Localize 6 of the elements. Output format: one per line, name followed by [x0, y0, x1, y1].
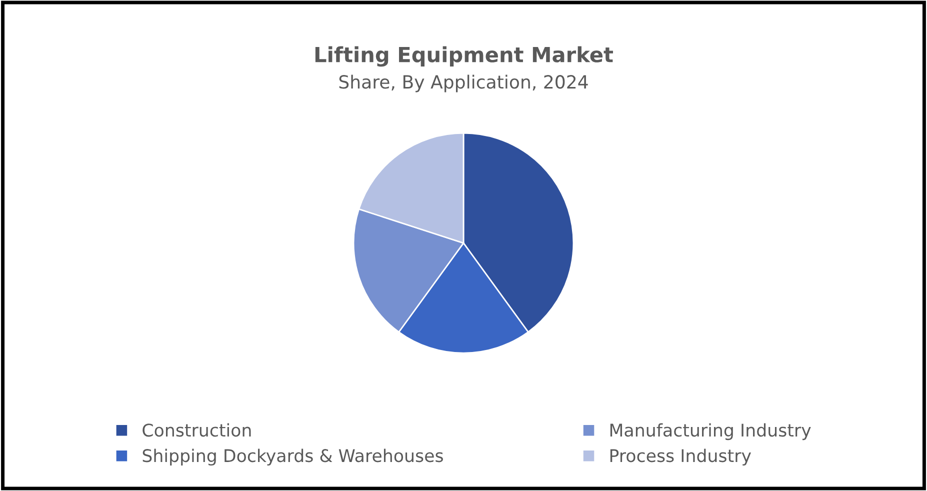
legend-label: Manufacturing Industry — [610, 423, 811, 440]
legend-label: Construction — [142, 423, 251, 437]
legend-label: Process Industry — [610, 448, 751, 466]
chart-title: Lifting Equipment Market — [315, 46, 613, 67]
chart-subtitle: Share, By Application, 2024 — [339, 74, 588, 92]
legend-label: Shipping Dockyards & Warehouses — [142, 448, 443, 466]
